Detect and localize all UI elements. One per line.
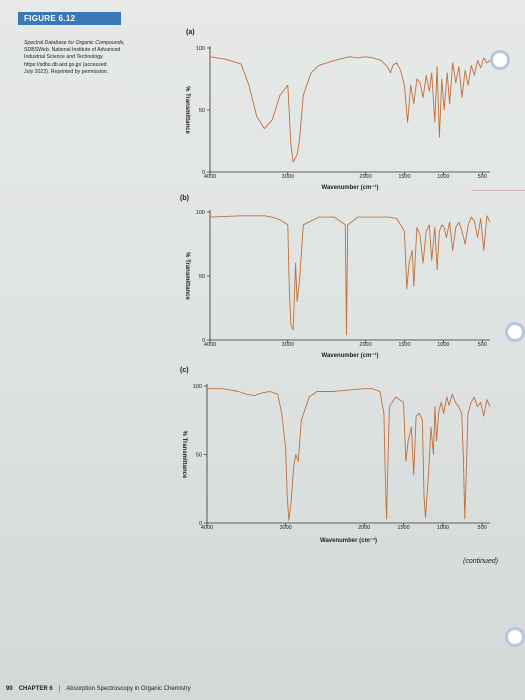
footer-separator: | xyxy=(58,686,61,692)
x-tick-label: 1000 xyxy=(437,342,449,348)
x-tick-label: 3000 xyxy=(282,342,294,348)
figure-label: FIGURE 6.12 xyxy=(18,12,122,25)
x-tick-label: 1500 xyxy=(397,525,409,531)
x-tick-label: 3000 xyxy=(282,174,294,180)
page-number: 90 xyxy=(6,686,13,692)
y-axis-label: % Transmittance xyxy=(184,86,190,134)
caption-line-3: Industrial Science and Technology. xyxy=(24,54,104,61)
x-tick-label: 1500 xyxy=(398,174,410,180)
x-tick-label: 1000 xyxy=(437,174,449,180)
y-axis-label: % Transmittance xyxy=(181,431,187,479)
y-tick-label: 100 xyxy=(196,210,205,216)
chapter-title: Absorption Spectroscopy in Organic Chemi… xyxy=(66,686,191,692)
page-footer: 90 CHAPTER 6 | Absorption Spectroscopy i… xyxy=(6,686,191,692)
x-axis-label: Wavenumber (cm⁻¹) xyxy=(320,537,377,544)
page-divider xyxy=(472,190,525,191)
binder-ring-middle xyxy=(505,322,525,342)
caption-line-1: Spectral Database for Organic Compounds, xyxy=(24,40,125,46)
y-tick-label: 50 xyxy=(199,108,205,114)
x-tick-label: 2000 xyxy=(358,525,370,531)
panel-label: (b) xyxy=(180,195,189,202)
panel-label: (c) xyxy=(180,367,189,374)
figure-caption: Spectral Database for Organic Compounds,… xyxy=(24,40,164,76)
spectrum-line xyxy=(209,56,491,163)
y-tick-label: 0 xyxy=(199,521,202,527)
x-tick-label: 4000 xyxy=(201,525,213,531)
y-tick-label: 50 xyxy=(199,274,205,280)
caption-line-4: https://sdbs.db.aist.go.jp/ (accessed xyxy=(24,61,107,68)
x-tick-label: 4000 xyxy=(204,342,216,348)
x-tick-label: 500 xyxy=(478,342,487,348)
y-tick-label: 0 xyxy=(202,170,205,176)
x-tick-label: 2000 xyxy=(359,342,371,348)
x-axis-label: Wavenumber (cm⁻¹) xyxy=(322,352,379,359)
caption-line-5: July 2022). Reprinted by permission. xyxy=(24,68,109,75)
chapter-label: CHAPTER 6 xyxy=(18,686,53,692)
caption-line-2: SDBSWeb. National Institute of Advanced xyxy=(24,47,121,54)
binder-ring-bottom xyxy=(505,627,525,647)
x-tick-label: 500 xyxy=(478,174,487,180)
binder-ring-top xyxy=(490,50,510,70)
y-tick-label: 100 xyxy=(196,46,205,52)
x-tick-label: 4000 xyxy=(204,174,216,180)
panel-label: (a) xyxy=(186,29,195,36)
x-tick-label: 1000 xyxy=(437,525,449,531)
spectrum-line xyxy=(209,215,491,336)
continued-note: (continued) xyxy=(463,558,499,565)
y-tick-label: 0 xyxy=(202,338,205,344)
y-axis-label: % Transmittance xyxy=(184,252,190,300)
spectrum-line xyxy=(207,388,491,521)
x-tick-label: 2000 xyxy=(359,174,371,180)
y-tick-label: 100 xyxy=(193,384,202,390)
x-axis-label: Wavenumber (cm⁻¹) xyxy=(322,184,379,191)
y-tick-label: 50 xyxy=(196,453,202,459)
x-tick-label: 500 xyxy=(478,525,487,531)
x-tick-label: 3000 xyxy=(279,525,291,531)
x-tick-label: 1500 xyxy=(398,342,410,348)
